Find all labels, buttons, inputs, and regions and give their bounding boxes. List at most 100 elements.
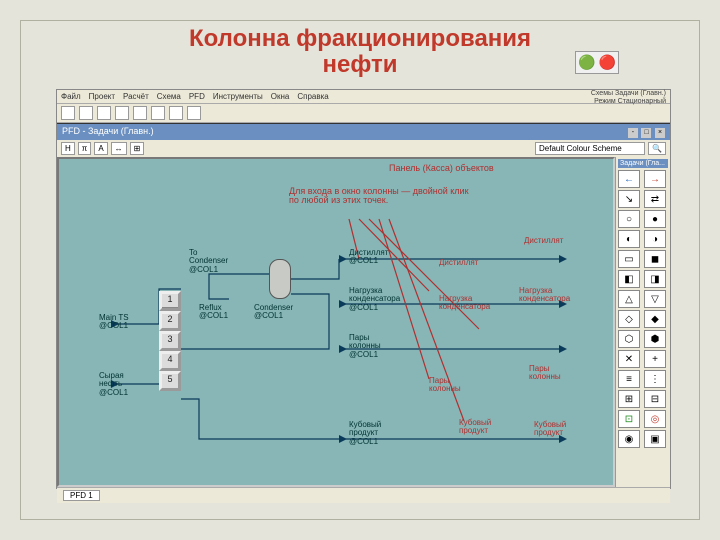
title-line2: нефти — [322, 51, 397, 78]
pfd-tab[interactable]: PFD 1 — [63, 490, 100, 501]
pfd-btn-zoom[interactable]: 🔍 — [648, 142, 666, 155]
hysys-window: Файл Проект Расчёт Схема PFD Инструменты… — [56, 89, 671, 489]
menu-file[interactable]: Файл — [61, 92, 81, 101]
lbl-dist-red2: Дистиллят — [524, 237, 563, 245]
palette-arrow-left-icon[interactable]: ← — [618, 170, 640, 188]
lbl-to-condenser: To Condenser @COL1 — [189, 249, 228, 274]
arrow-cond-col1 — [339, 300, 347, 308]
pfd-toolbar[interactable]: H π A ↔ ⊞ Default Colour Scheme 🔍 — [57, 140, 670, 157]
tool-8[interactable] — [187, 106, 201, 120]
palette-item-7[interactable]: ◐ — [618, 230, 640, 248]
minimize-button[interactable]: - — [628, 128, 638, 138]
menu-help[interactable]: Справка — [297, 92, 328, 101]
palette-item-27[interactable]: ◉ — [618, 430, 640, 448]
palette-item-4[interactable]: ⇄ — [644, 190, 666, 208]
mode-line2: Режим Стационарный — [591, 98, 666, 106]
pfd-btn-1[interactable]: H — [61, 142, 75, 155]
palette-item-17[interactable]: ⬡ — [618, 330, 640, 348]
palette-item-10[interactable]: ◼ — [644, 250, 666, 268]
lbl-crude: Сырая нефть @COL1 — [99, 372, 128, 397]
tray-3[interactable]: 3 — [159, 331, 181, 351]
palette-arrow-right-icon[interactable]: → — [644, 170, 666, 188]
palette-item-25[interactable]: ⊡ — [618, 410, 640, 428]
palette-item-11[interactable]: ◧ — [618, 270, 640, 288]
workspace: 1 2 3 4 5 — [57, 157, 670, 487]
pfd-btn-5[interactable]: ⊞ — [130, 142, 145, 155]
flowsheet-lines — [59, 159, 615, 487]
menu-project[interactable]: Проект — [89, 92, 115, 101]
menubar[interactable]: Файл Проект Расчёт Схема PFD Инструменты… — [57, 90, 670, 104]
tray-1-num: 1 — [162, 294, 178, 308]
tray-4[interactable]: 4 — [159, 351, 181, 371]
palette-item-23[interactable]: ⊞ — [618, 390, 640, 408]
lbl-cond-col1: Нагрузка конденсатора @COL1 — [349, 287, 400, 312]
menu-calc[interactable]: Расчёт — [123, 92, 149, 101]
tool-2[interactable] — [79, 106, 93, 120]
maximize-button[interactable]: □ — [641, 128, 651, 138]
pfd-canvas[interactable]: 1 2 3 4 5 — [57, 157, 615, 487]
palette-item-13[interactable]: △ — [618, 290, 640, 308]
palette-item-24[interactable]: ⊟ — [644, 390, 666, 408]
palette-title: Задачи (Гла... — [618, 159, 668, 168]
arrow-dist-col1 — [339, 255, 347, 263]
colour-scheme-dropdown[interactable]: Default Colour Scheme — [535, 142, 645, 155]
arrow-dist-out — [559, 255, 567, 263]
title-decorative-icons: 🟢 🔴 — [575, 51, 619, 74]
main-toolbar[interactable] — [57, 104, 670, 123]
pfd-btn-2[interactable]: π — [78, 142, 92, 155]
palette-item-20[interactable]: + — [644, 350, 666, 368]
palette-item-6[interactable]: ● — [644, 210, 666, 228]
anno-hint: Для входа в окно колонны — двойной клик … — [289, 187, 469, 206]
palette-item-16[interactable]: ◆ — [644, 310, 666, 328]
subwindow-title: PFD - Задачи (Главн.) — [62, 126, 154, 138]
tray-2[interactable]: 2 — [159, 311, 181, 331]
lbl-reflux: Reflux @COL1 — [199, 304, 228, 321]
tool-3[interactable] — [97, 106, 111, 120]
palette-item-21[interactable]: ≡ — [618, 370, 640, 388]
tool-4[interactable] — [115, 106, 129, 120]
lbl-vap-red1: Пары колонны — [429, 377, 461, 394]
window-buttons[interactable]: - □ × — [627, 126, 665, 138]
palette-item-18[interactable]: ⬢ — [644, 330, 666, 348]
pfd-btn-3[interactable]: A — [94, 142, 107, 155]
lbl-cond-red2: Нагрузка конденсатора — [519, 287, 570, 304]
palette-item-22[interactable]: ⋮ — [644, 370, 666, 388]
palette-item-9[interactable]: ▭ — [618, 250, 640, 268]
tray-5[interactable]: 5 — [159, 371, 181, 391]
lbl-dist-red1: Дистиллят — [439, 259, 478, 267]
palette-item-14[interactable]: ▽ — [644, 290, 666, 308]
palette-item-26[interactable]: ◎ — [644, 410, 666, 428]
tool-1[interactable] — [61, 106, 75, 120]
palette-item-5[interactable]: ○ — [618, 210, 640, 228]
menu-scheme[interactable]: Схема — [157, 92, 181, 101]
palette-item-3[interactable]: ↘ — [618, 190, 640, 208]
subwindow-titlebar[interactable]: PFD - Задачи (Главн.) - □ × — [57, 123, 670, 140]
object-palette[interactable]: Задачи (Гла... ← → ↘ ⇄ ○ ● ◐ ◑ ▭ ◼ ◧ ◨ △… — [615, 157, 670, 487]
tray-5-num: 5 — [162, 374, 178, 388]
menu-tools[interactable]: Инструменты — [213, 92, 263, 101]
tray-4-num: 4 — [162, 354, 178, 368]
menu-windows[interactable]: Окна — [271, 92, 290, 101]
tool-6[interactable] — [151, 106, 165, 120]
tool-7[interactable] — [169, 106, 183, 120]
palette-item-15[interactable]: ◇ — [618, 310, 640, 328]
arrow-bot-col1 — [339, 435, 347, 443]
lbl-cond-red1: Нагрузка конденсатора — [439, 295, 490, 312]
palette-item-19[interactable]: ✕ — [618, 350, 640, 368]
tool-5[interactable] — [133, 106, 147, 120]
arrow-vap-col1 — [339, 345, 347, 353]
palette-item-12[interactable]: ◨ — [644, 270, 666, 288]
statusbar: PFD 1 — [57, 487, 670, 503]
lbl-bot-col1: Кубовый продукт @COL1 — [349, 421, 381, 446]
title-line1: Колонна фракционирования — [189, 25, 531, 52]
lbl-main-ts: Main TS @COL1 — [99, 314, 129, 331]
pfd-btn-4[interactable]: ↔ — [111, 142, 127, 155]
condenser-vessel[interactable] — [269, 259, 291, 299]
tray-1[interactable]: 1 — [159, 291, 181, 311]
palette-item-28[interactable]: ▣ — [644, 430, 666, 448]
palette-item-8[interactable]: ◑ — [644, 230, 666, 248]
tray-3-num: 3 — [162, 334, 178, 348]
mode-info: Схемы Задачи (Главн.) Режим Стационарный — [591, 90, 666, 105]
menu-pfd[interactable]: PFD — [189, 92, 205, 101]
close-button[interactable]: × — [655, 128, 665, 138]
